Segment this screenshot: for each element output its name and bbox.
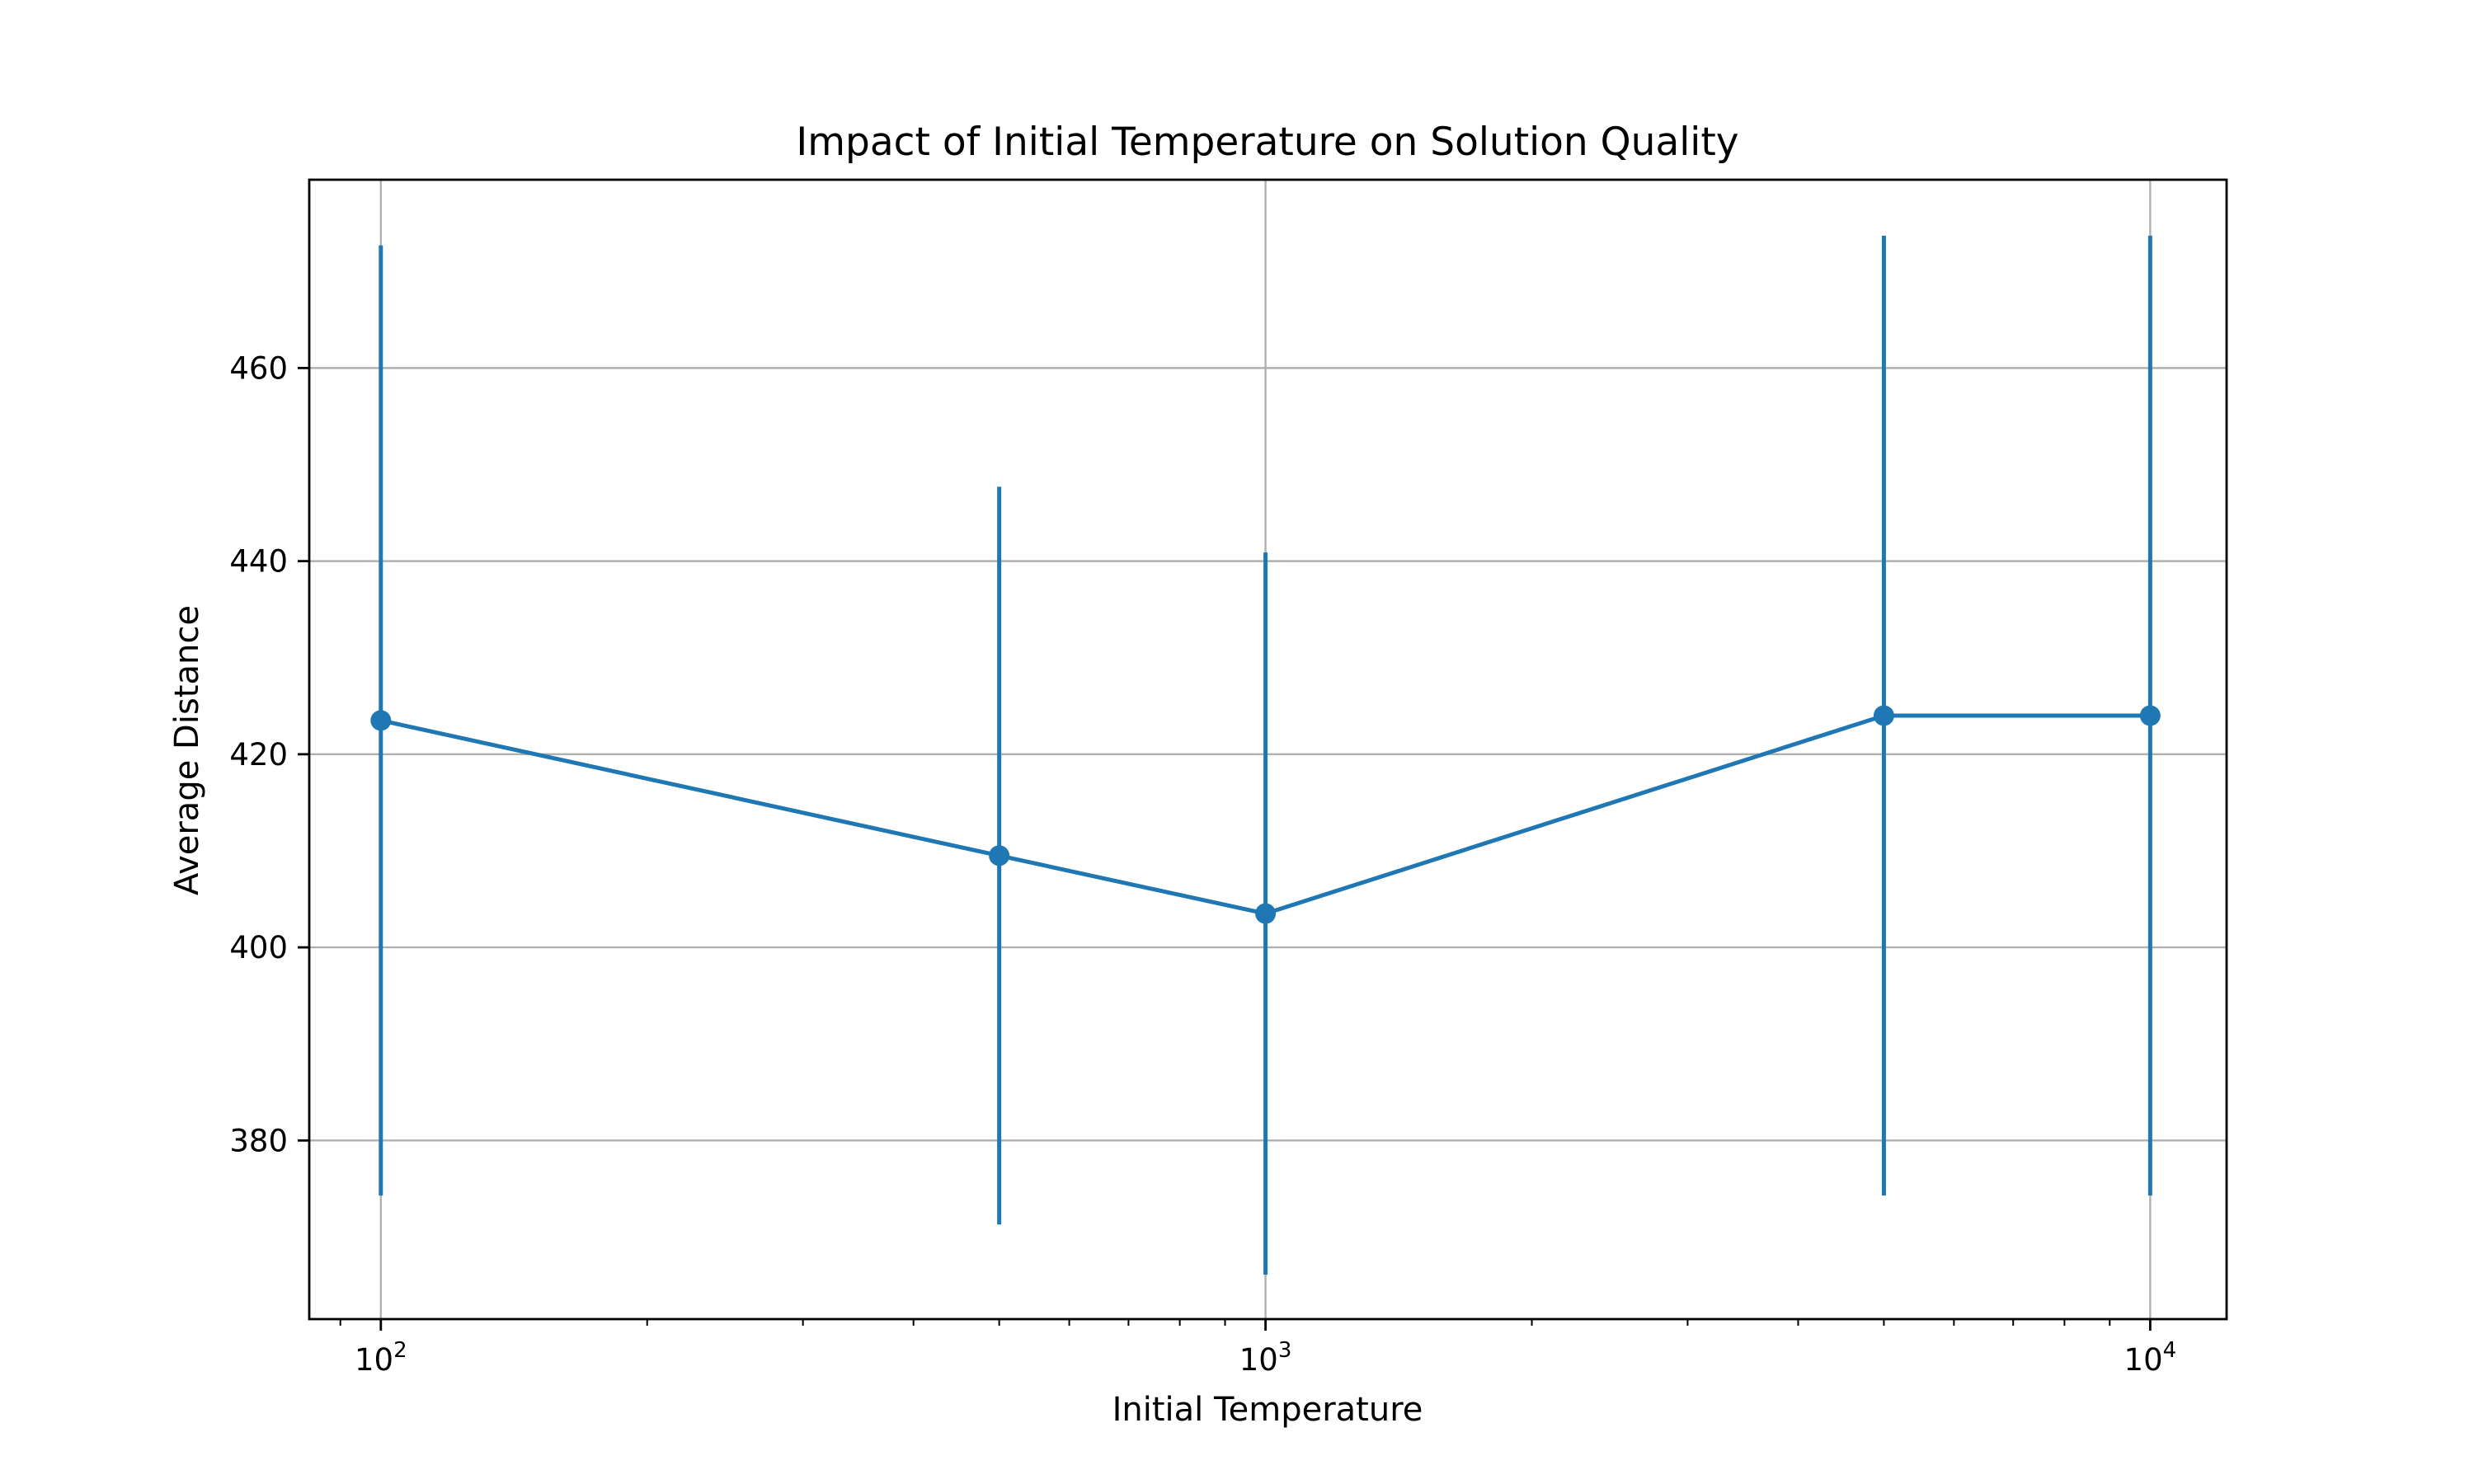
y-tick-label: 460 bbox=[229, 350, 288, 386]
data-point bbox=[989, 845, 1010, 866]
y-tick-label: 420 bbox=[229, 737, 288, 773]
y-tick-label: 400 bbox=[229, 930, 288, 965]
grid-lines bbox=[309, 180, 2227, 1319]
chart-title: Impact of Initial Temperature on Solutio… bbox=[796, 120, 1738, 165]
y-tick-label: 440 bbox=[229, 544, 288, 580]
data-point bbox=[1873, 705, 1894, 726]
plot-frame bbox=[308, 178, 2228, 1321]
x-axis-label: Initial Temperature bbox=[1112, 1391, 1423, 1429]
data-point bbox=[2139, 705, 2161, 726]
data-point bbox=[370, 710, 392, 731]
data-point bbox=[1255, 903, 1277, 924]
y-tick-label: 380 bbox=[229, 1123, 288, 1158]
x-tick-label: 103 bbox=[1239, 1338, 1292, 1378]
x-tick-label: 102 bbox=[355, 1338, 407, 1378]
axis-ticks: 102 103 104 380 400 420 440 460 bbox=[229, 350, 2176, 1378]
x-tick-label: 104 bbox=[2124, 1338, 2177, 1378]
data-series bbox=[370, 235, 2161, 1275]
y-axis-label: Average Distance bbox=[168, 605, 206, 895]
